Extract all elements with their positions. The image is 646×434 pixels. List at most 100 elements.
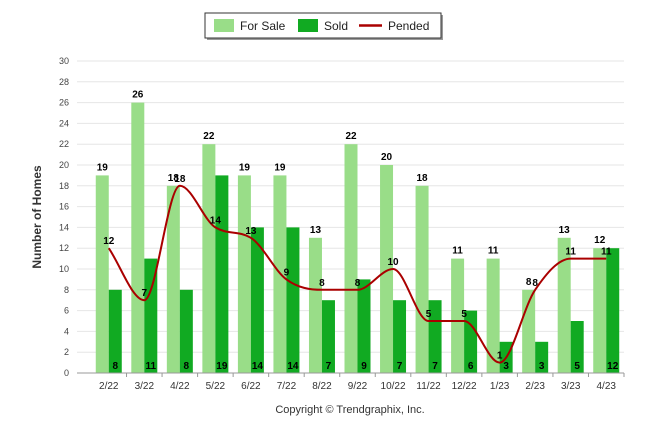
y-tick-label: 2 [64,347,69,357]
x-tick-label: 2/23 [525,381,545,392]
data-label-for-sale: 11 [488,246,499,257]
y-tick-label: 24 [59,118,69,128]
data-label-for-sale: 26 [132,90,144,101]
bar-for-sale [380,165,394,373]
legend-box [204,12,442,39]
data-label-for-sale: 19 [97,162,109,173]
bars [95,102,620,373]
bar-sold [286,227,300,373]
bar-for-sale [237,175,251,373]
x-tick-label: 10/22 [381,381,406,392]
y-tick-label: 26 [59,98,69,108]
bar-sold [393,300,407,373]
y-tick-label: 20 [59,160,69,170]
data-label-pended: 9 [284,267,290,278]
data-label-for-sale: 13 [559,225,571,236]
x-tick-label: 4/22 [170,381,190,392]
bar-sold [321,300,335,373]
bar-sold [464,310,478,373]
x-axis-ticks: 2/22 3/22 4/22 5/22 6/22 7/22 8/22 9/22 10/22 11/… [99,373,625,392]
x-tick-label: 1/23 [490,381,510,392]
y-tick-label: 18 [59,181,69,191]
data-label-for-sale: 18 [168,173,180,184]
data-label-pended: 1 [497,351,503,362]
data-label-pended: 13 [245,226,257,237]
data-label-pended: 5 [426,309,432,320]
y-tick-label: 0 [64,368,69,378]
x-tick-label: 7/22 [277,381,297,392]
data-label-for-sale: 12 [594,235,606,246]
bar-for-sale [593,248,607,373]
pended-line [107,184,607,364]
y-tick-label: 22 [59,139,69,149]
data-label-for-sale: 20 [381,152,393,163]
y-axis-label: Number of Homes [30,165,44,269]
data-label-pended: 8 [355,278,361,289]
data-label-sold: 14 [287,361,299,372]
legend-label-sold: Sold [324,19,348,33]
bar-sold [144,258,158,373]
data-label-sold: 7 [432,361,438,372]
x-tick-label: 4/23 [596,381,616,392]
bar-for-sale [486,258,500,373]
bar-for-sale [344,144,358,373]
legend-swatch-sold [298,19,318,32]
bar-for-sale [308,237,322,373]
y-tick-label: 6 [64,306,69,316]
y-tick-label: 28 [59,77,69,87]
y-tick-label: 8 [64,285,69,295]
data-label-sold: 9 [361,361,367,372]
data-label-pended: 8 [319,278,325,289]
data-label-sold: 19 [216,361,228,372]
data-label-for-sale: 11 [452,246,463,257]
data-label-sold: 5 [574,361,580,372]
bar-sold [250,227,264,373]
legend-swatch-for-sale [214,19,234,32]
data-label-pended: 5 [461,309,467,320]
bar-for-sale [451,258,465,373]
data-label-pended: 10 [387,257,399,268]
data-label-pended: 11 [601,247,612,258]
data-label-for-sale: 8 [526,277,532,288]
x-tick-label: 3/22 [135,381,155,392]
data-label-sold: 8 [112,361,118,372]
y-tick-label: 4 [64,326,69,336]
data-label-for-sale: 19 [274,162,286,173]
data-label-pended: 12 [103,236,115,247]
x-tick-label: 8/22 [312,381,332,392]
data-label-sold: 6 [468,361,474,372]
pended-line-layer [107,184,607,364]
x-tick-label: 3/23 [561,381,581,392]
data-labels: 1982611188221919141914137229207187116113… [97,90,619,372]
data-label-for-sale: 13 [310,225,322,236]
y-tick-label: 14 [59,222,69,232]
data-label-sold: 8 [184,361,190,372]
x-tick-label: 6/22 [241,381,261,392]
y-tick-label: 10 [59,264,69,274]
bar-sold [215,175,229,373]
bar-sold [606,248,620,373]
legend-label-for-sale: For Sale [240,19,286,33]
x-tick-label: 5/22 [206,381,226,392]
bar-for-sale [95,175,109,373]
bar-for-sale [415,185,429,373]
data-label-for-sale: 22 [203,131,215,142]
x-tick-label: 9/22 [348,381,368,392]
bar-sold [428,300,442,373]
bar-for-sale [131,102,145,373]
y-tick-label: 12 [59,243,69,253]
data-label-sold: 7 [326,361,332,372]
data-label-sold: 11 [146,361,157,372]
x-tick-label: 11/22 [416,381,441,392]
bar-sold [108,289,122,373]
data-label-pended: 18 [174,174,186,185]
legend-label-pended: Pended [388,19,429,33]
bar-for-sale [202,144,216,373]
data-label-sold: 12 [607,361,619,372]
y-tick-label: 16 [59,202,69,212]
bar-for-sale [557,237,571,373]
data-label-pended: 11 [565,247,576,258]
bar-sold [357,279,371,373]
